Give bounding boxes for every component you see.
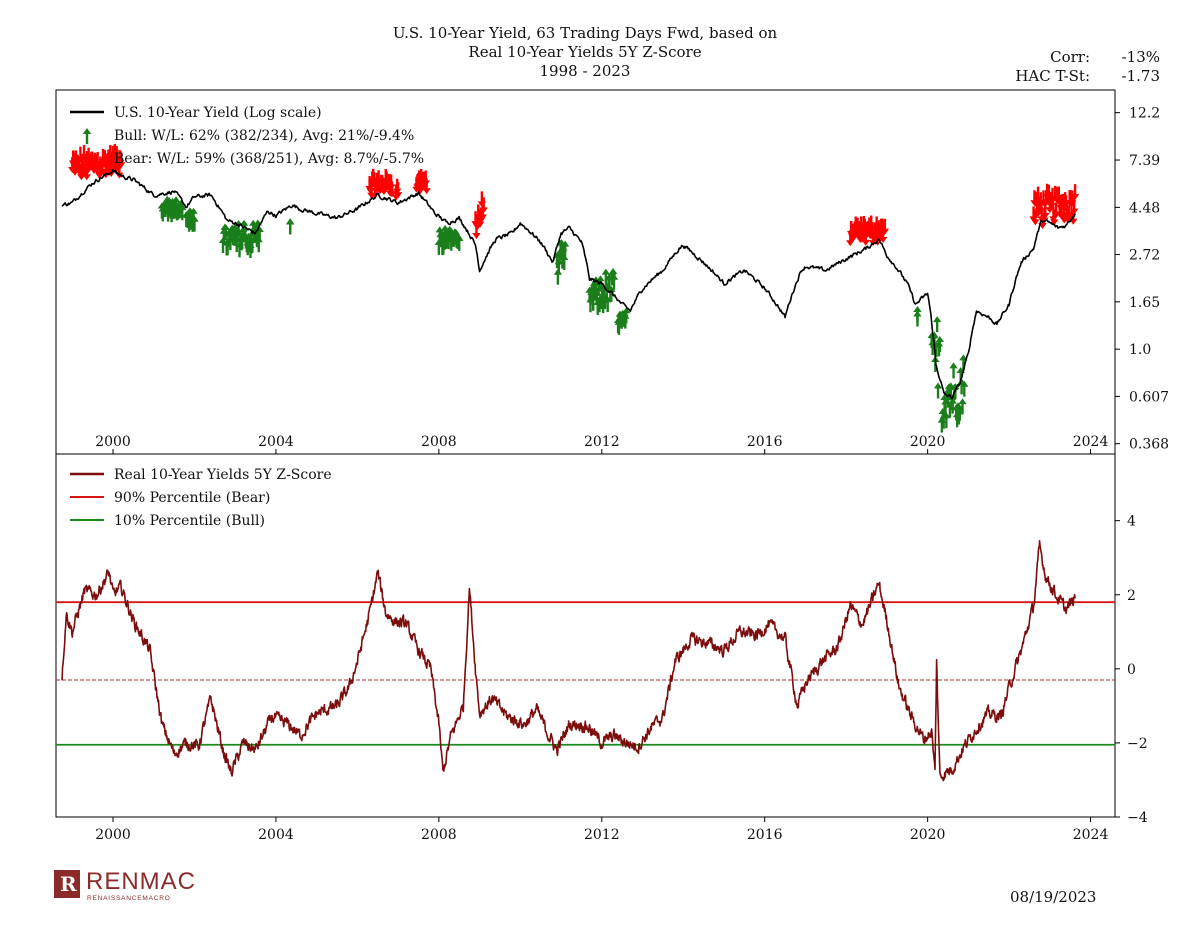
bear-arrow [387,181,397,198]
y-tick-label-top: 0.607 [1129,389,1169,405]
legend-zscore-label: Real 10-Year Yields 5Y Z-Score [114,467,332,483]
bull-arrow [560,254,569,271]
legend-yield-label: U.S. 10-Year Yield (Log scale) [114,105,322,121]
bull-arrow [560,240,570,257]
y-tick-label-top: 7.39 [1129,153,1160,169]
y-tick-label-top: 12.2 [1129,106,1160,122]
logo-mark: R [54,870,80,898]
bull-arrow [437,229,446,246]
x-tick-label-top: 2004 [258,434,294,450]
bear-signal-markers [68,144,1080,247]
x-tick-label-bottom: 2004 [258,827,294,843]
bear-arrow [1070,184,1080,201]
y-tick-label-top: 0.368 [1129,437,1169,453]
x-tick-label-top: 2012 [584,434,620,450]
x-tick-label-bottom: 2008 [421,827,457,843]
bull-arrow [286,218,295,235]
bear-arrow [97,158,107,175]
y-tick-label-bottom: −2 [1127,736,1148,752]
yield-line [61,168,1076,400]
legend-bull-line-label: 10% Percentile (Bull) [114,513,265,529]
bull-arrow [609,273,619,290]
renmac-logo: R RENMAC RENAISSANCEMACRO [54,868,204,908]
bull-arrow [948,397,957,414]
corr-row: Corr: -13% [960,48,1160,67]
bull-arrow [960,380,969,397]
y-tick-label-top: 1.0 [1129,342,1151,358]
bear-arrow [472,222,481,239]
bottom-plot-frame [55,453,1116,818]
chart-title: U.S. 10-Year Yield, 63 Trading Days Fwd,… [330,24,840,81]
bear-arrow [393,182,403,199]
bull-arrow [913,305,922,322]
x-tick-label-top: 2024 [1073,434,1109,450]
bear-arrow [1041,203,1050,220]
y-tick-label-top: 4.48 [1129,200,1160,216]
tstat-value: -1.73 [1121,67,1160,85]
bull-arrow [932,316,942,333]
bull-arrow [958,398,967,415]
x-tick-label-bottom: 2016 [747,827,783,843]
bear-arrow [861,229,870,246]
title-line-2: Real 10-Year Yields 5Y Z-Score [468,43,702,61]
legend-bear-line-label: 90% Percentile (Bear) [114,490,270,506]
bull-arrow [189,207,198,224]
title-line-1: U.S. 10-Year Yield, 63 Trading Days Fwd,… [392,24,778,42]
bull-arrow [933,382,943,399]
report-date: 08/19/2023 [1010,888,1097,906]
bear-arrow [479,197,488,214]
bear-arrow [478,204,487,221]
bear-arrow [116,152,126,169]
bull-arrow [942,412,951,429]
bull-arrow [221,223,230,240]
title-line-3: 1998 - 2023 [539,62,631,80]
bull-arrow [190,215,199,232]
bear-arrow [1050,209,1059,226]
corr-value: -13% [1121,48,1160,66]
x-tick-label-top: 2000 [95,434,131,450]
y-tick-label-bottom: 2 [1127,588,1136,604]
bear-arrow [422,178,431,195]
legend-bear-label: Bear: W/L: 59% (368/251), Avg: 8.7%/-5.7… [114,151,424,167]
x-tick-label-top: 2020 [910,434,946,450]
bear-arrow [1069,198,1079,215]
x-tick-label-top: 2008 [421,434,457,450]
stats-box: Corr: -13% HAC T-St: -1.73 [960,48,1160,86]
bull-arrow [949,362,958,379]
legend-bear-arrow [82,151,92,167]
y-tick-label-top: 2.72 [1129,248,1160,264]
x-tick-label-bottom: 2024 [1073,827,1109,843]
bull-arrow [935,336,945,353]
x-tick-label-bottom: 2000 [95,827,131,843]
y-tick-label-bottom: −4 [1127,810,1148,826]
bull-arrow [171,196,181,213]
bull-arrow [455,234,464,251]
bear-arrow [1031,209,1040,226]
x-tick-label-bottom: 2020 [910,827,946,843]
bear-arrow [107,160,116,177]
tstat-label: HAC T-St: [1015,67,1090,85]
bull-arrow [607,285,616,302]
logo-subtitle: RENAISSANCEMACRO [87,895,171,902]
logo-wordmark: RENMAC [86,868,197,895]
top-plot-frame [55,89,1116,455]
bull-signal-markers [157,195,969,433]
legend-bull-arrow [82,128,92,144]
bull-arrow [601,268,611,285]
tstat-row: HAC T-St: -1.73 [960,67,1160,86]
legend-bull-label: Bull: W/L: 62% (382/234), Avg: 21%/-9.4% [114,128,414,144]
y-tick-label-bottom: 0 [1127,662,1136,678]
y-tick-label-bottom: 4 [1127,514,1136,530]
bull-arrow [959,354,968,371]
bear-arrow [880,218,890,235]
bear-arrow [878,226,888,243]
x-tick-label-bottom: 2012 [584,827,620,843]
x-tick-label-top: 2016 [747,434,783,450]
bull-arrow [178,204,187,221]
y-tick-label-top: 1.65 [1129,295,1160,311]
corr-label: Corr: [1050,48,1090,66]
bull-arrow [622,307,631,324]
zscore-line [61,540,1076,782]
